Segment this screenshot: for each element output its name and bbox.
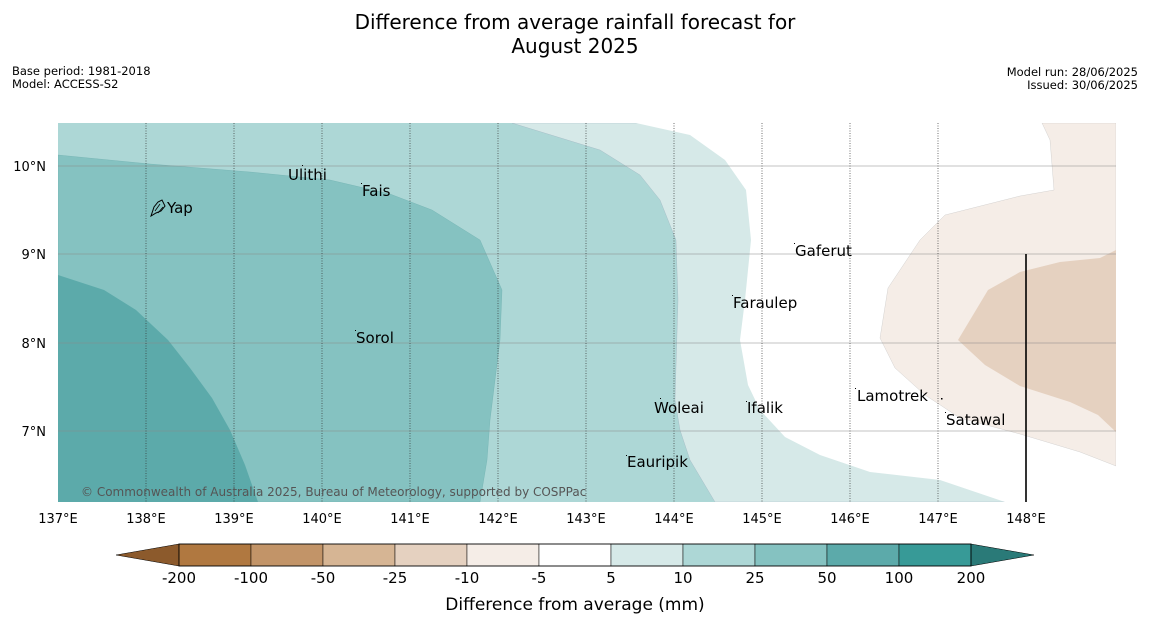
- meta-left: Base period: 1981-2018 Model: ACCESS-S2: [12, 65, 151, 91]
- colorbar-label: -10: [455, 569, 480, 587]
- title-line-2: August 2025: [511, 34, 639, 58]
- copyright-text: © Commonwealth of Australia 2025, Bureau…: [81, 485, 586, 499]
- latitude-labels: 10°N 9°N 8°N 7°N: [13, 160, 46, 440]
- colorbar-label: -50: [311, 569, 336, 587]
- place-yap: Yap: [166, 199, 193, 217]
- lat-label-9n: 9°N: [22, 248, 47, 263]
- colorbar-cell: [538, 543, 612, 567]
- lat-label-7n: 7°N: [22, 425, 47, 440]
- place-satawal: Satawal: [946, 411, 1005, 429]
- region-dry-mid: [958, 250, 1116, 432]
- map-area: Ulithi Fais Yap Gaferut Faraulep Sorol W…: [58, 123, 1116, 502]
- colorbar-cell: [178, 543, 252, 567]
- issued-text: Issued: 30/06/2025: [1027, 78, 1138, 92]
- colorbar-label: 25: [745, 569, 764, 587]
- colorbar-cell: [394, 543, 468, 567]
- colorbar-right-arrow: [970, 543, 1035, 567]
- lon-label-144e: 144°E: [654, 512, 694, 527]
- lon-label-137e: 137°E: [38, 512, 78, 527]
- colorbar-cell: [250, 543, 324, 567]
- place-fais: Fais: [362, 182, 391, 200]
- map-title: Difference from average rainfall forecas…: [0, 10, 1150, 58]
- meta-right: Model run: 28/06/2025 Issued: 30/06/2025: [1007, 66, 1138, 92]
- longitude-labels: 137°E 138°E 139°E 140°E 141°E 142°E 143°…: [38, 512, 1046, 527]
- place-gaferut: Gaferut: [795, 242, 852, 260]
- longitude-gridlines: [145, 123, 939, 502]
- colorbar-label: -200: [162, 569, 196, 587]
- lon-label-143e: 143°E: [566, 512, 606, 527]
- model-run-text: Model run: 28/06/2025: [1006, 65, 1138, 79]
- yap-island-detail: [154, 203, 164, 214]
- colorbar: -200 -100 -50 -25 -10 -5 5 10 25 50 100 200 Differe…: [115, 543, 1035, 615]
- colorbar-cell: [826, 543, 900, 567]
- colorbar-labels: -200 -100 -50 -25 -10 -5 5 10 25 50 100 200: [162, 569, 985, 587]
- place-lamotrek: Lamotrek: [857, 387, 928, 405]
- colorbar-label: 10: [673, 569, 692, 587]
- lon-label-141e: 141°E: [390, 512, 430, 527]
- lon-label-140e: 140°E: [302, 512, 342, 527]
- lon-label-147e: 147°E: [918, 512, 958, 527]
- lat-label-10n: 10°N: [13, 160, 46, 175]
- colorbar-label: -25: [383, 569, 408, 587]
- lon-label-138e: 138°E: [126, 512, 166, 527]
- place-ulithi: Ulithi: [288, 166, 327, 184]
- colorbar-label: 5: [606, 569, 616, 587]
- title-line-1: Difference from average rainfall forecas…: [354, 10, 796, 34]
- region-50-100: [58, 275, 258, 502]
- colorbar-cell: [610, 543, 684, 567]
- place-eauripik: Eauripik: [627, 453, 688, 471]
- place-woleai: Woleai: [654, 399, 704, 417]
- base-period-text: Base period: 1981-2018: [12, 64, 151, 78]
- place-ifalik: Ifalik: [747, 399, 783, 417]
- place-faraulep: Faraulep: [733, 294, 797, 312]
- colorbar-left-arrow: [115, 543, 180, 567]
- colorbar-cell: [682, 543, 756, 567]
- lon-label-148e: 148°E: [1006, 512, 1046, 527]
- model-text: Model: ACCESS-S2: [12, 77, 119, 91]
- colorbar-label: -5: [532, 569, 547, 587]
- lon-label-142e: 142°E: [478, 512, 518, 527]
- colorbar-cell: [754, 543, 828, 567]
- colorbar-cell: [466, 543, 540, 567]
- lon-label-146e: 146°E: [830, 512, 870, 527]
- colorbar-cells: [178, 543, 972, 567]
- colorbar-label: 100: [885, 569, 914, 587]
- place-sorol: Sorol: [356, 329, 394, 347]
- island-dots: [302, 165, 946, 456]
- colorbar-cell: [322, 543, 396, 567]
- colorbar-label: 50: [817, 569, 836, 587]
- lon-label-139e: 139°E: [214, 512, 254, 527]
- lat-label-8n: 8°N: [22, 337, 47, 352]
- lon-label-145e: 145°E: [742, 512, 782, 527]
- yap-island-shape: [150, 199, 166, 218]
- place-labels: Ulithi Fais Yap Gaferut Faraulep Sorol W…: [166, 166, 1005, 471]
- colorbar-label: -100: [234, 569, 268, 587]
- colorbar-label: 200: [957, 569, 986, 587]
- colorbar-cell: [898, 543, 972, 567]
- colorbar-title: Difference from average (mm): [445, 595, 704, 615]
- colorbar-frame: [178, 543, 972, 567]
